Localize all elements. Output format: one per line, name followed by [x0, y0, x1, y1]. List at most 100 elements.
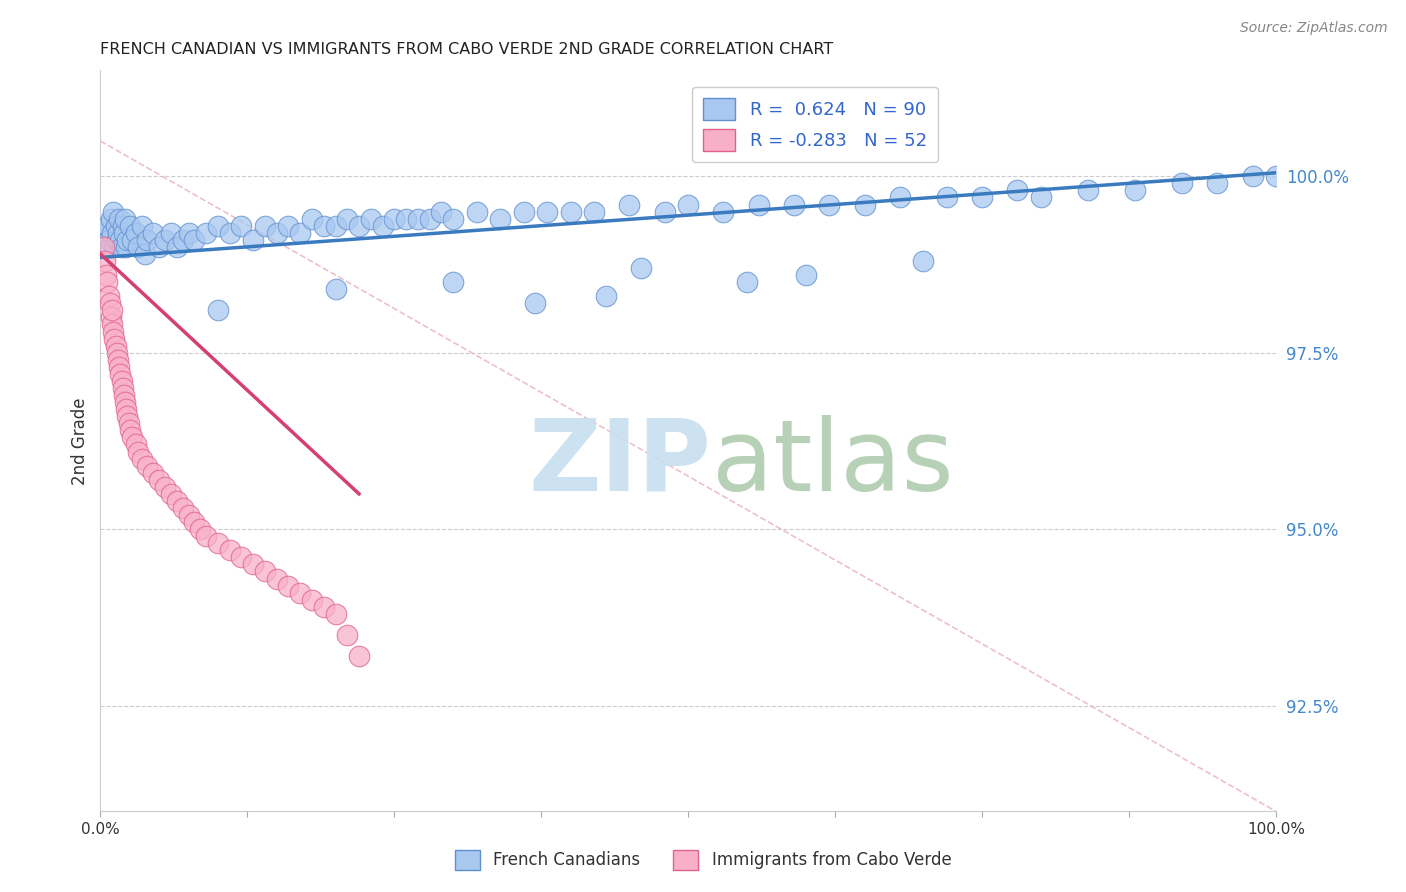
Point — [207, 303, 229, 318]
Point — [110, 367, 132, 381]
Point — [97, 289, 120, 303]
Point — [676, 197, 699, 211]
Point — [105, 233, 128, 247]
Point — [104, 339, 127, 353]
Point — [430, 204, 453, 219]
Point — [253, 219, 276, 233]
Point — [218, 226, 240, 240]
Point — [406, 211, 429, 226]
Point — [654, 204, 676, 219]
Point — [536, 204, 558, 219]
Point — [94, 254, 117, 268]
Point — [360, 211, 382, 226]
Point — [441, 275, 464, 289]
Point — [97, 233, 120, 247]
Point — [103, 204, 125, 219]
Point — [107, 226, 129, 240]
Point — [277, 219, 299, 233]
Point — [100, 310, 122, 325]
Point — [347, 649, 370, 664]
Point — [735, 275, 758, 289]
Point — [98, 240, 121, 254]
Point — [560, 204, 582, 219]
Text: Source: ZipAtlas.com: Source: ZipAtlas.com — [1240, 21, 1388, 35]
Point — [312, 599, 335, 614]
Point — [347, 219, 370, 233]
Point — [713, 204, 735, 219]
Point — [131, 451, 153, 466]
Point — [166, 240, 188, 254]
Point — [103, 332, 125, 346]
Point — [1077, 183, 1099, 197]
Point — [818, 197, 841, 211]
Point — [266, 226, 288, 240]
Point — [107, 352, 129, 367]
Point — [96, 275, 118, 289]
Point — [103, 240, 125, 254]
Point — [853, 197, 876, 211]
Point — [121, 430, 143, 444]
Point — [325, 282, 347, 296]
Point — [93, 240, 115, 254]
Point — [117, 233, 139, 247]
Point — [121, 233, 143, 247]
Point — [242, 233, 264, 247]
Point — [183, 515, 205, 529]
Point — [100, 211, 122, 226]
Point — [153, 233, 176, 247]
Point — [336, 628, 359, 642]
Point — [277, 579, 299, 593]
Point — [124, 226, 146, 240]
Point — [94, 226, 117, 240]
Point — [489, 211, 512, 226]
Legend: R =  0.624   N = 90, R = -0.283   N = 52: R = 0.624 N = 90, R = -0.283 N = 52 — [692, 87, 938, 161]
Point — [112, 226, 135, 240]
Point — [166, 494, 188, 508]
Point — [1123, 183, 1146, 197]
Point — [1206, 177, 1229, 191]
Point — [935, 190, 957, 204]
Point — [127, 240, 149, 254]
Point — [127, 444, 149, 458]
Point — [231, 219, 253, 233]
Point — [1265, 169, 1288, 184]
Point — [748, 197, 770, 211]
Point — [183, 233, 205, 247]
Point — [96, 268, 118, 282]
Point — [118, 423, 141, 437]
Point — [1171, 177, 1194, 191]
Point — [115, 402, 138, 417]
Point — [136, 233, 159, 247]
Point — [524, 296, 547, 310]
Point — [98, 296, 121, 310]
Point — [105, 345, 128, 359]
Point — [160, 487, 183, 501]
Point — [148, 473, 170, 487]
Point — [112, 388, 135, 402]
Point — [595, 289, 617, 303]
Point — [134, 247, 156, 261]
Point — [889, 190, 911, 204]
Legend: French Canadians, Immigrants from Cabo Verde: French Canadians, Immigrants from Cabo V… — [449, 843, 957, 877]
Point — [114, 395, 136, 409]
Point — [207, 536, 229, 550]
Point — [177, 508, 200, 522]
Point — [142, 226, 165, 240]
Point — [972, 190, 994, 204]
Point — [117, 409, 139, 424]
Point — [124, 437, 146, 451]
Text: ZIP: ZIP — [529, 415, 711, 512]
Point — [111, 381, 134, 395]
Point — [207, 219, 229, 233]
Point — [325, 607, 347, 621]
Point — [188, 522, 211, 536]
Point — [231, 550, 253, 565]
Point — [325, 219, 347, 233]
Point — [177, 226, 200, 240]
Y-axis label: 2nd Grade: 2nd Grade — [72, 397, 89, 484]
Point — [253, 565, 276, 579]
Point — [336, 211, 359, 226]
Point — [218, 543, 240, 558]
Point — [290, 226, 312, 240]
Point — [630, 260, 652, 275]
